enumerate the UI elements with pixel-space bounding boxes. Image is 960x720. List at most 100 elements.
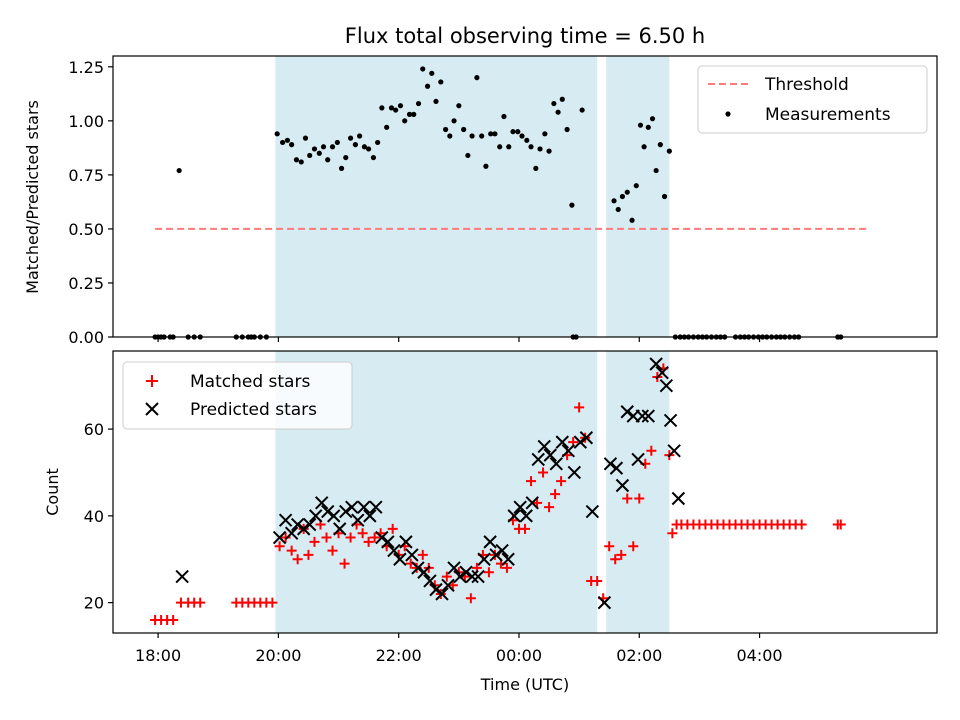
matched-star-point xyxy=(327,545,338,556)
matched-star-point xyxy=(501,562,512,573)
matched-star-point xyxy=(309,536,320,547)
measurement-point xyxy=(619,193,626,200)
matched-star-point xyxy=(286,545,297,556)
predicted-star-point xyxy=(555,435,569,449)
predicted-star-point xyxy=(573,435,588,449)
measurement-point xyxy=(343,154,349,161)
bottom-legend: Matched stars Predicted stars xyxy=(122,361,353,430)
bottom-y-axis-label: Count xyxy=(43,468,62,516)
measurement-point xyxy=(293,157,300,163)
matched-star-point xyxy=(556,476,567,487)
predicted-star-point xyxy=(333,522,347,536)
predicted-star-point xyxy=(351,513,365,527)
measurement-point xyxy=(424,83,431,89)
observing-window-shade xyxy=(606,351,670,633)
measurement-point xyxy=(366,146,372,152)
predicted-star-point xyxy=(620,405,634,419)
predicted-star-point xyxy=(483,535,497,549)
measurement-point xyxy=(284,137,291,143)
top-shaded-regions xyxy=(275,56,670,337)
measurement-point xyxy=(629,217,635,223)
observing-window-shade xyxy=(606,56,670,337)
predicted-star-point xyxy=(411,561,425,575)
top-legend-box xyxy=(697,65,928,134)
measurement-point xyxy=(510,129,516,135)
measurement-point xyxy=(641,144,647,150)
predicted-star-point xyxy=(417,565,431,579)
measurement-point xyxy=(438,79,444,85)
matched-star-point xyxy=(667,528,678,539)
x-tick-label: 04:00 xyxy=(737,646,783,665)
matched-star-point xyxy=(267,597,278,608)
predicted-star-point xyxy=(489,548,503,562)
measurement-point xyxy=(633,183,639,189)
predicted-star-point xyxy=(585,504,600,519)
predicted-star-point xyxy=(635,409,649,423)
measurement-point xyxy=(329,144,336,150)
predicted-star-point xyxy=(507,509,521,523)
predicted-star-point xyxy=(308,509,323,523)
measurement-point xyxy=(298,159,304,165)
bottom-panel: 20 40 60 18:00 20:00 22:00 00:00 02:00 04:00 Co… xyxy=(43,350,938,694)
predicted-star-point xyxy=(603,457,618,471)
predicted-star-point xyxy=(579,431,594,445)
predicted-star-point xyxy=(363,509,377,523)
measurement-point xyxy=(379,105,385,111)
predicted-star-point xyxy=(513,500,527,514)
predicted-star-point xyxy=(543,448,557,462)
predicted-star-point xyxy=(435,587,449,601)
measurement-point xyxy=(555,109,561,115)
measurement-point xyxy=(397,103,404,109)
measurement-point xyxy=(356,133,363,139)
predicted-star-point xyxy=(399,535,413,549)
predicted-star-point xyxy=(296,522,311,536)
matched-star-point xyxy=(532,497,543,508)
matched-star-point xyxy=(292,554,303,565)
predicted-star-point xyxy=(561,444,576,458)
predicted-star-point xyxy=(655,365,669,380)
matched-star-point xyxy=(321,532,332,543)
predicted-star-point xyxy=(453,569,467,584)
predicted-star-point xyxy=(495,543,509,558)
predicted-star-point xyxy=(649,357,663,371)
matched-star-point xyxy=(520,523,530,534)
predicted-star-point xyxy=(567,465,582,480)
measurement-point xyxy=(615,206,621,213)
measurement-point xyxy=(415,100,422,107)
matched-star-point xyxy=(550,489,561,500)
top-y-tick-label: 0.25 xyxy=(68,274,104,293)
measurement-point xyxy=(524,137,530,143)
matched-star-point xyxy=(592,575,603,586)
measurement-point xyxy=(420,66,426,72)
measurement-point xyxy=(483,163,489,169)
predicted-star-point xyxy=(477,552,491,566)
predicted-star-point xyxy=(278,513,293,527)
matched-star-point xyxy=(483,567,494,578)
matched-star-point xyxy=(345,532,356,543)
predicted-star-point xyxy=(459,565,473,579)
measurement-point xyxy=(325,157,331,163)
measurement-point xyxy=(433,98,439,104)
measurement-point xyxy=(375,139,381,146)
predicted-star-point xyxy=(357,500,371,514)
measurement-point xyxy=(307,152,313,159)
matched-star-point xyxy=(274,541,285,552)
predicted-star-point xyxy=(375,530,389,545)
predicted-star-point xyxy=(519,509,533,523)
matched-star-point xyxy=(604,541,615,552)
legend-threshold-label: Threshold xyxy=(764,75,849,95)
matched-star-point xyxy=(646,445,657,456)
bottom-y-tick-label: 60 xyxy=(84,420,104,439)
predicted-star-point xyxy=(423,574,437,588)
top-y-tick-label: 0.75 xyxy=(68,166,104,185)
measurement-point xyxy=(637,122,644,128)
predicted-star-point xyxy=(615,478,630,493)
measurement-points xyxy=(152,66,844,340)
bottom-plot-frame xyxy=(112,350,938,634)
matched-star-point xyxy=(441,571,452,582)
measurement-point xyxy=(661,193,668,200)
top-y-axis: 0.00 0.25 0.50 0.75 1.00 1.25 xyxy=(68,58,113,347)
predicted-star-point xyxy=(387,543,401,558)
measurement-point xyxy=(388,105,395,111)
measurement-point xyxy=(542,131,548,137)
